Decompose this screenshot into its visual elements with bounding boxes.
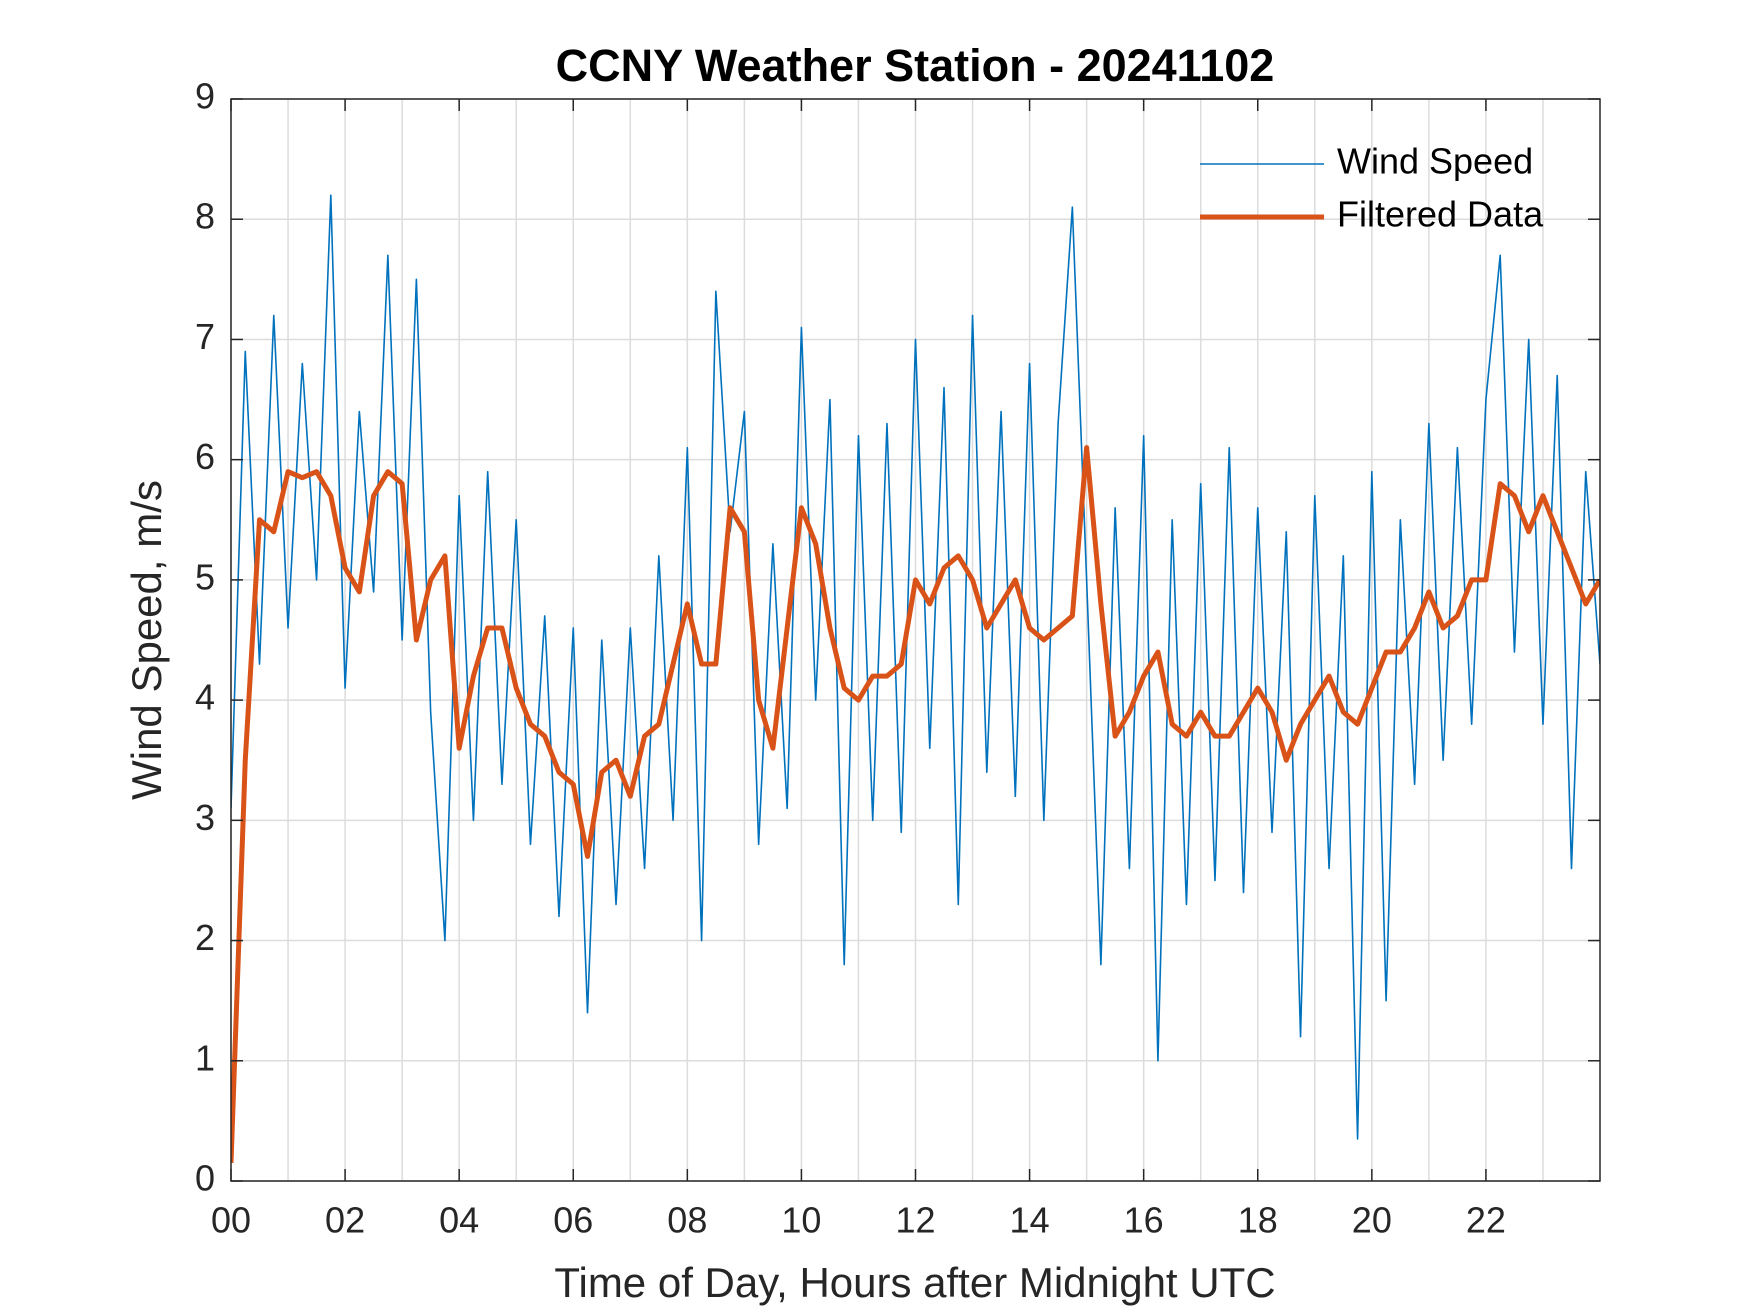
y-tick-label: 6: [195, 436, 215, 477]
y-tick-label: 4: [195, 677, 215, 718]
data-line: [231, 194, 1600, 1140]
x-tick-label: 06: [553, 1200, 593, 1241]
x-tick-label: 14: [1010, 1200, 1050, 1241]
y-tick-label: 9: [195, 76, 215, 117]
x-tick-label: 08: [667, 1200, 707, 1241]
x-tick-label: 20: [1352, 1200, 1392, 1241]
x-tick-label: 12: [895, 1200, 935, 1241]
x-axis-label: Time of Day, Hours after Midnight UTC: [554, 1259, 1275, 1306]
legend-label: Filtered Data: [1337, 194, 1544, 235]
x-tick-label: 10: [781, 1200, 821, 1241]
y-tick-label: 2: [195, 917, 215, 958]
y-tick-label: 7: [195, 316, 215, 357]
x-tick-label: 02: [325, 1200, 365, 1241]
y-tick-label: 5: [195, 556, 215, 597]
x-tick-label: 16: [1124, 1200, 1164, 1241]
y-axis-label: Wind Speed, m/s: [123, 480, 170, 800]
chart-title: CCNY Weather Station - 20241102: [556, 40, 1275, 91]
y-tick-label: 8: [195, 196, 215, 237]
legend-label: Wind Speed: [1337, 141, 1533, 182]
y-tick-label: 0: [195, 1158, 215, 1199]
y-tick-label: 3: [195, 797, 215, 838]
x-tick-label: 04: [439, 1200, 479, 1241]
data-line: [231, 445, 1600, 1164]
x-tick-label: 18: [1238, 1200, 1278, 1241]
x-tick-label: 00: [211, 1200, 251, 1241]
y-tick-label: 1: [195, 1037, 215, 1078]
x-tick-label: 22: [1466, 1200, 1506, 1241]
